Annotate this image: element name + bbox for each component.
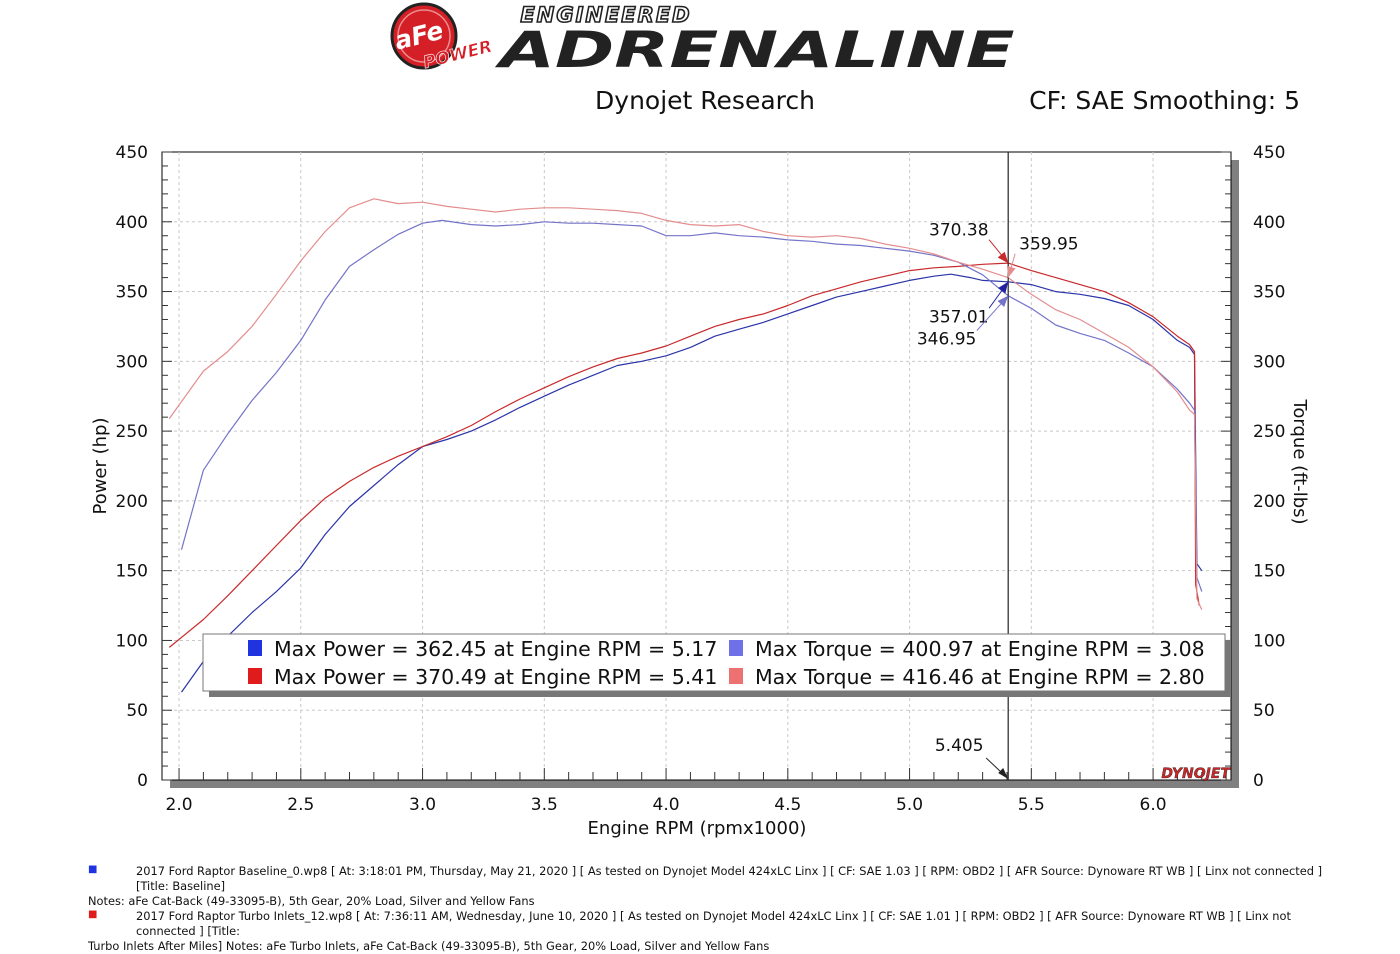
annotations: 370.38 359.95 357.01 346.95: [917, 221, 1079, 350]
y-tick-label: 350: [116, 283, 148, 303]
legend: Max Power = 362.45 at Engine RPM = 5.17 M…: [202, 633, 1231, 697]
y-tick-label-right: 50: [1253, 701, 1275, 721]
x-tick-label: 3.5: [531, 795, 558, 815]
annotation-value: 346.95: [917, 330, 976, 350]
legend-entry: Max Power = 362.45 at Engine RPM = 5.17: [274, 637, 717, 661]
annotation-value: 357.01: [929, 307, 988, 327]
y-tick-label: 400: [116, 213, 148, 233]
y-tick-label: 250: [116, 422, 148, 442]
annotation-value: 370.38: [929, 221, 988, 241]
x-tick-label: 6.0: [1140, 795, 1167, 815]
run-note-text: 2017 Ford Raptor Baseline_0.wp8 [ At: 3:…: [136, 864, 1323, 893]
annotation-arrowhead-icon: [998, 281, 1009, 294]
x-tick-label: 4.5: [774, 795, 801, 815]
y-tick-label-right: 100: [1253, 631, 1285, 651]
series-layer: [168, 198, 1203, 693]
y-tick-label-right: 0: [1253, 771, 1264, 791]
x-tick-label: 4.0: [653, 795, 680, 815]
y-tick-label: 450: [116, 143, 148, 163]
x-tick-label: 3.0: [409, 795, 436, 815]
legend-entry: Max Power = 370.49 at Engine RPM = 5.41: [274, 665, 717, 689]
x-axis-label: Engine RPM (rpmx1000): [588, 818, 807, 839]
legend-swatch: [729, 668, 743, 684]
grid-lines: [162, 152, 1231, 780]
tagline-top: ENGINEERED: [520, 3, 691, 27]
y-tick-label-right: 350: [1253, 283, 1285, 303]
y-tick-label: 100: [116, 631, 148, 651]
y-tick-label: 50: [126, 701, 148, 721]
x-tick-label: 5.5: [1018, 795, 1045, 815]
series-line-baseline_torque: [180, 219, 1203, 592]
y-tick-label-right: 150: [1253, 562, 1285, 582]
legend-swatch: [248, 640, 262, 656]
y-axis-left-label: Power (hp): [90, 417, 111, 514]
x-tick-label: 2.5: [287, 795, 314, 815]
run-note-turbo-inlets: ■ 2017 Ford Raptor Turbo Inlets_12.wp8 […: [88, 909, 1338, 954]
x-axis-ticks: 2.0 2.5 3.0 3.5 4.0 4.5 5.0 5.5 6.0: [166, 795, 1167, 815]
annotation-value: 359.95: [1019, 235, 1078, 255]
run-note-text: 2017 Ford Raptor Turbo Inlets_12.wp8 [ A…: [136, 909, 1291, 938]
annotation-arrowhead-icon: [997, 295, 1009, 307]
y-tick-label: 0: [137, 771, 148, 791]
y-tick-label-right: 450: [1253, 143, 1285, 163]
run-note-continuation: Turbo Inlets After Miles] Notes: aFe Tur…: [88, 939, 770, 953]
y-tick-label-right: 300: [1253, 352, 1285, 372]
annotation-arrowhead-icon: [997, 251, 1009, 264]
annotation: 359.95: [1006, 235, 1079, 278]
tagline-main: ADRENALINE: [494, 21, 1015, 79]
y-tick-label: 300: [116, 352, 148, 372]
afe-logo: aFe POWER ENGINEERED ADRENALINE: [390, 2, 1015, 79]
dynojet-watermark: DYNOJET: [1161, 766, 1231, 782]
cf-smoothing-label: CF: SAE Smoothing: 5: [1029, 86, 1300, 115]
series-line-baseline_power: [181, 273, 1203, 693]
afe-badge-icon: [390, 2, 458, 70]
y-tick-label: 200: [116, 492, 148, 512]
y-tick-label-right: 200: [1253, 492, 1285, 512]
cursor-arrowhead-icon: [998, 768, 1009, 779]
dyno-chart: aFe POWER ENGINEERED ADRENALINE Dynojet …: [90, 2, 1310, 839]
annotation: 370.38: [929, 221, 1009, 264]
x-tick-label: 2.0: [166, 795, 193, 815]
annotation: 346.95: [917, 295, 1009, 350]
legend-swatch: [248, 668, 262, 684]
run-marker-icon: ■: [88, 909, 98, 920]
legend-swatch: [729, 640, 743, 656]
run-note-continuation: Notes: aFe Cat-Back (49-33095-B), 5th Ge…: [88, 894, 535, 908]
annotation: 357.01: [929, 281, 1009, 327]
series-line-modified_power: [168, 262, 1200, 648]
y-axis-left-ticks: 0 50 100 150 200 250 300 350 400 450: [116, 143, 148, 791]
series-line-modified_torque: [168, 198, 1203, 610]
y-axis-right-label: Torque (ft-lbs): [1289, 398, 1310, 524]
y-axis-right-ticks: 0 50 100 150 200 250 300 350 400 450: [1253, 143, 1285, 791]
y-tick-label-right: 400: [1253, 213, 1285, 233]
run-marker-icon: ■: [88, 864, 98, 875]
annotation-arrowhead-icon: [1006, 265, 1016, 278]
legend-entry: Max Torque = 400.97 at Engine RPM = 3.08: [755, 637, 1205, 661]
chart-title: Dynojet Research: [595, 86, 815, 115]
y-tick-label: 150: [116, 562, 148, 582]
cursor-rpm-label: 5.405: [935, 736, 984, 756]
x-tick-label: 5.0: [896, 795, 923, 815]
y-tick-label-right: 250: [1253, 422, 1285, 442]
run-note-baseline: ■ 2017 Ford Raptor Baseline_0.wp8 [ At: …: [88, 864, 1338, 909]
legend-entry: Max Torque = 416.46 at Engine RPM = 2.80: [755, 665, 1205, 689]
run-notes: ■ 2017 Ford Raptor Baseline_0.wp8 [ At: …: [88, 864, 1338, 954]
